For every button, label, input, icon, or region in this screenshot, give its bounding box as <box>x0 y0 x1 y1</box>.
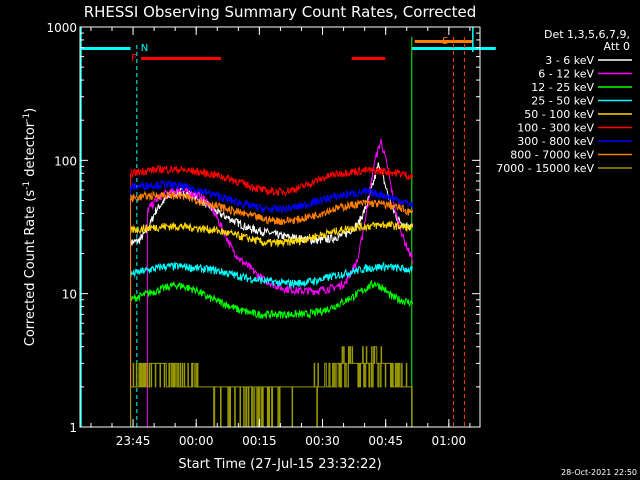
legend-label-6: 300 - 800 keV <box>517 135 594 148</box>
y-axis-label: Corrected Count Rate (s-1 detector-1) <box>22 108 38 346</box>
flare-bar-2 <box>351 57 386 60</box>
legend-header-line-2: Att 0 <box>604 40 630 53</box>
x-tick-label-4: 00:45 <box>368 434 403 448</box>
flare-bar-1 <box>141 57 222 60</box>
series-line-6 <box>130 179 414 214</box>
series-line-2 <box>130 279 414 319</box>
night-bar-right <box>411 47 496 50</box>
y-tick-label-3: 1 <box>69 421 77 435</box>
series-line-4 <box>130 220 414 248</box>
x-tick-label-2: 00:15 <box>242 434 277 448</box>
series-line-8 <box>130 346 413 428</box>
x-tick-label-1: 00:00 <box>179 434 214 448</box>
marker-n: N <box>141 43 148 54</box>
legend-header-line-1: Det 1,3,5,6,7,9, <box>544 28 630 41</box>
saa-bar <box>414 40 473 43</box>
chart-title: RHESSI Observing Summary Count Rates, Co… <box>84 3 477 21</box>
series-line-7 <box>130 190 414 226</box>
series-line-5 <box>130 164 414 197</box>
x-axis-label: Start Time (27-Jul-15 23:32:22) <box>178 457 381 472</box>
y-tick-label-2: 10 <box>62 288 77 302</box>
night-bar-left <box>81 47 131 50</box>
x-tick-label-3: 00:30 <box>305 434 340 448</box>
x-tick-label-0: 23:45 <box>116 434 151 448</box>
timestamp-label: 28-Oct-2021 22:50 <box>561 468 637 477</box>
legend-label-3: 25 - 50 keV <box>531 95 594 108</box>
x-tick-label-5: 01:00 <box>432 434 467 448</box>
legend-label-8: 7000 - 15000 keV <box>496 162 594 175</box>
series-group <box>130 138 414 428</box>
legend-label-0: 3 - 6 keV <box>545 54 594 67</box>
y-tick-label-0: 1000 <box>46 21 77 35</box>
marker-s: S <box>442 36 448 47</box>
axis-ticks: 23:45 00:00 00:15 00:30 00:45 01:00 1000 100 10 1 <box>46 21 480 448</box>
background-bars: NF S <box>80 27 496 427</box>
marker-f: F <box>131 53 137 64</box>
legend-label-2: 12 - 25 keV <box>531 81 594 94</box>
series-line-3 <box>130 261 413 289</box>
y-tick-label-1: 100 <box>54 154 77 168</box>
legend-label-5: 100 - 300 keV <box>517 122 594 135</box>
legend-label-7: 800 - 7000 keV <box>510 149 594 162</box>
legend-label-1: 6 - 12 keV <box>538 68 594 81</box>
legend-label-4: 50 - 100 keV <box>524 108 594 121</box>
